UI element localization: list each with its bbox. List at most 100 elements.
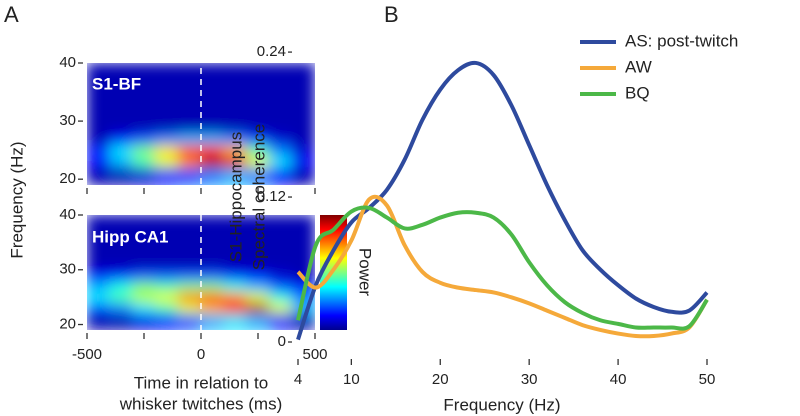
heatmap-cell: [132, 97, 156, 110]
heatmap-cell: [291, 97, 315, 110]
heatmap-cell: [246, 225, 270, 238]
heatmap-cell: [177, 236, 202, 249]
heatmap-cell: [109, 258, 134, 271]
heatmap-cell: [177, 85, 202, 99]
heatmap-cell: [268, 269, 293, 282]
heatmap-cell: [109, 132, 134, 145]
heatmap-cell: [268, 167, 293, 185]
heatmap-cell: [223, 280, 248, 293]
heatmap-cell: [291, 132, 315, 145]
heatmap-cell: [246, 280, 270, 293]
heatmap-cell: [109, 302, 134, 315]
heatmap-cell: [87, 120, 111, 134]
heatmap-cell: [109, 291, 134, 304]
heatmap-cell: [268, 97, 293, 110]
heatmap-cell: [109, 63, 134, 76]
x-tick-label: 30: [521, 371, 538, 388]
heatmap-cell: [109, 247, 134, 260]
heatmap-cell: [109, 280, 134, 293]
legend-label: AW: [625, 57, 652, 76]
heatmap-cell: [291, 108, 315, 122]
heatmap-cell: [200, 74, 225, 87]
heatmap-cell: [154, 85, 179, 99]
heatmap-cell: [154, 97, 179, 110]
heatmap-cell: [223, 132, 248, 145]
heatmap-cell: [291, 120, 315, 134]
heatmap-cell: [200, 236, 225, 249]
heatmap-cell: [246, 63, 270, 76]
heatmap-cell: [268, 225, 293, 238]
heatmap-cell: [223, 302, 248, 315]
heatmap-cell: [87, 258, 111, 271]
heatmap: [87, 63, 315, 185]
heatmap-cell: [246, 120, 270, 134]
heatmap-cell: [200, 63, 225, 76]
heatmap-cell: [223, 63, 248, 76]
heatmap-cell: [154, 215, 179, 227]
heatmap-cell: [177, 120, 202, 134]
heatmap-cell: [132, 63, 156, 76]
heatmap-cell: [177, 143, 202, 157]
heatmap-cell: [246, 291, 270, 304]
heatmap-cell: [87, 74, 111, 87]
heatmap-cell: [177, 167, 202, 185]
heatmap-cell: [246, 269, 270, 282]
heatmap-cell: [291, 63, 315, 76]
heatmap-cell: [177, 225, 202, 238]
y-tick-label: 30: [59, 261, 76, 278]
heatmap-cell: [223, 143, 248, 157]
heatmap-cell: [268, 132, 293, 145]
heatmap-cell: [132, 280, 156, 293]
heatmap-cell: [246, 108, 270, 122]
heatmap-cell: [154, 167, 179, 185]
heatmap-cell: [154, 313, 179, 330]
heatmap-cell: [154, 302, 179, 315]
heatmap-cell: [109, 236, 134, 249]
heatmap-cell: [132, 167, 156, 185]
heatmap-cell: [87, 280, 111, 293]
x-tick-label: -500: [72, 346, 102, 363]
heatmap-cell: [223, 215, 248, 227]
heatmap-cell: [200, 167, 225, 185]
x-tick-label: 20: [432, 371, 449, 388]
heatmap-cell: [154, 258, 179, 271]
heatmap-cell: [200, 215, 225, 227]
heatmap-cell: [177, 74, 202, 87]
heatmap-cell: [87, 108, 111, 122]
line-series: [296, 194, 709, 339]
x-tick-label: 50: [699, 371, 716, 388]
y-tick-label: 20: [59, 315, 76, 332]
heatmap-cell: [154, 120, 179, 134]
x-tick-label: 40: [610, 371, 627, 388]
heatmap-cell: [154, 247, 179, 260]
heatmap-cell: [154, 236, 179, 249]
heatmap-cell: [223, 108, 248, 122]
heatmap-cell: [87, 132, 111, 145]
heatmap-cell: [154, 74, 179, 87]
y-axis-label: S1-Hippocampus: [226, 132, 245, 262]
heatmap-cell: [109, 120, 134, 134]
heatmap-cell: [132, 291, 156, 304]
heatmap-cell: [87, 215, 111, 227]
heatmap-cell: [200, 143, 225, 157]
y-axis-label: Spectral coherence: [249, 124, 268, 270]
heatmap-cell: [268, 302, 293, 315]
x-axis-label: Time in relation to: [134, 373, 268, 392]
heatmap-cell: [268, 85, 293, 99]
heatmap-cell: [200, 247, 225, 260]
heatmap-cell: [223, 85, 248, 99]
heatmap-cell: [154, 291, 179, 304]
heatmap-cell: [291, 258, 315, 271]
heatmap-cell: [132, 85, 156, 99]
heatmap-cell: [132, 215, 156, 227]
y-tick-label: 30: [59, 112, 76, 129]
heatmap-cell: [246, 302, 270, 315]
heatmap-cell: [177, 280, 202, 293]
heatmap-cell: [223, 120, 248, 134]
heatmap-cell: [268, 143, 293, 157]
heatmap-cell: [291, 155, 315, 169]
heatmap-cell: [132, 143, 156, 157]
y-tick-label: 0.12: [257, 188, 286, 205]
heatmap-cell: [268, 74, 293, 87]
heatmap-cell: [177, 132, 202, 145]
